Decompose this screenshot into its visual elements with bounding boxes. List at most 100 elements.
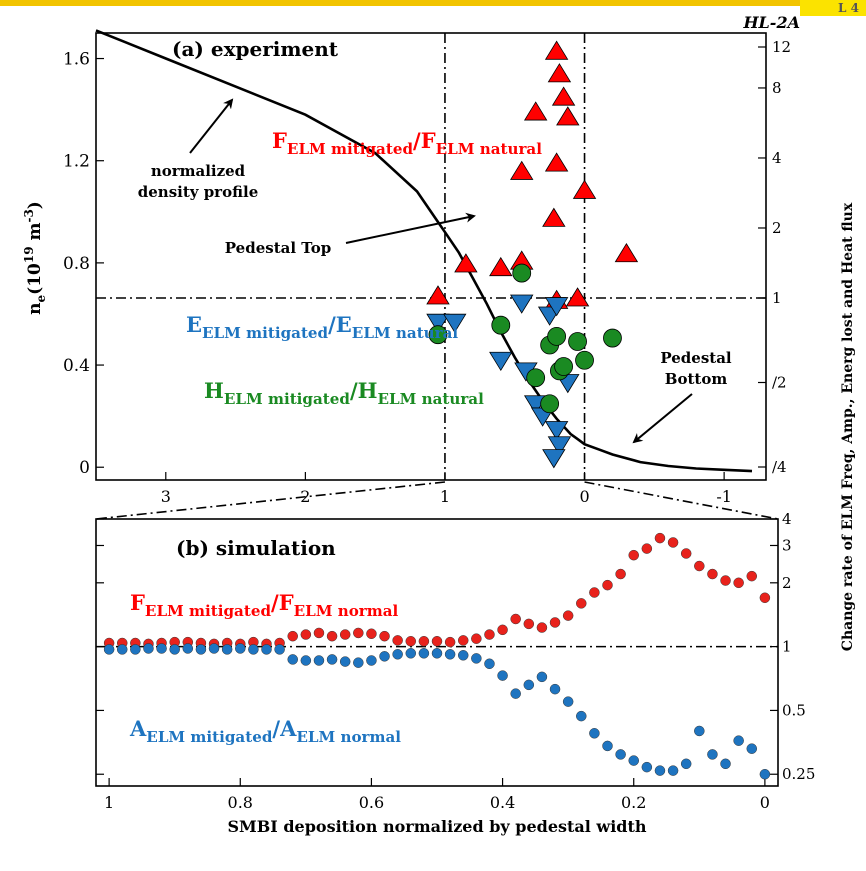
bottom-tick-label-b: 0.8 bbox=[228, 793, 253, 812]
point-f-ratio-sim bbox=[576, 598, 587, 609]
point-h-ratio bbox=[568, 332, 587, 351]
point-a-ratio-sim bbox=[169, 644, 180, 655]
bottom-tick-label-a: 1 bbox=[440, 487, 450, 506]
left-tick-label-a: 0.8 bbox=[63, 254, 90, 274]
point-a-ratio-sim bbox=[379, 651, 390, 662]
point-a-ratio-sim bbox=[405, 648, 417, 659]
point-f-ratio-sim bbox=[444, 636, 456, 648]
annotation-pedestal: Pedestal bbox=[660, 349, 732, 367]
point-f-ratio-sim bbox=[733, 577, 744, 589]
point-f-ratio-sim bbox=[313, 627, 325, 639]
point-f-ratio bbox=[542, 207, 566, 227]
point-f-ratio-sim bbox=[562, 610, 574, 621]
point-a-ratio-sim bbox=[248, 644, 259, 655]
zoom-line-right bbox=[584, 481, 779, 520]
point-a-ratio-sim bbox=[694, 725, 705, 737]
zoom-connector-lines bbox=[95, 481, 779, 520]
point-a-ratio-sim bbox=[274, 644, 285, 655]
point-f-ratio-sim bbox=[694, 560, 705, 572]
point-a-ratio-sim bbox=[576, 710, 587, 722]
point-f-ratio bbox=[510, 160, 534, 180]
point-e-ratio bbox=[544, 421, 569, 441]
point-f-ratio bbox=[547, 63, 572, 83]
point-f-ratio-sim bbox=[510, 613, 521, 625]
point-a-ratio-sim bbox=[287, 654, 298, 665]
annotation-pedestal-top: Pedestal Top bbox=[225, 239, 331, 257]
point-a-ratio-sim bbox=[195, 644, 207, 655]
point-a-ratio-sim bbox=[457, 650, 469, 661]
point-f-ratio-sim bbox=[418, 636, 430, 647]
bottom-tick-label-b: 0 bbox=[760, 793, 770, 812]
point-a-ratio-sim bbox=[353, 657, 364, 668]
axes-frame-a bbox=[95, 32, 767, 481]
bottom-tick-label-b: 1 bbox=[104, 793, 114, 812]
point-a-ratio-sim bbox=[536, 671, 548, 683]
bottom-tick-label-a: -1 bbox=[716, 487, 732, 506]
point-a-ratio-sim bbox=[746, 743, 758, 754]
point-a-ratio-sim bbox=[523, 679, 535, 691]
bottom-tick-label-b: 0.6 bbox=[359, 793, 384, 812]
annotation-density-profile: density profile bbox=[138, 183, 259, 201]
right-tick-label-b: 2 bbox=[782, 574, 792, 592]
point-f-ratio-sim bbox=[366, 628, 377, 640]
point-a-ratio-sim bbox=[628, 755, 639, 766]
point-a-ratio-sim bbox=[130, 644, 141, 655]
right-tick-label-a: /4 bbox=[772, 458, 787, 476]
point-a-ratio-sim bbox=[562, 696, 574, 707]
point-a-ratio-sim bbox=[300, 655, 312, 666]
point-f-ratio-sim bbox=[602, 579, 613, 591]
annotation-normalized: normalized bbox=[151, 162, 246, 180]
point-a-ratio-sim bbox=[156, 643, 167, 654]
point-a-ratio-sim bbox=[431, 648, 443, 659]
point-h-ratio bbox=[512, 263, 532, 283]
axes-frame-b bbox=[95, 518, 779, 787]
right-tick-label-a: 4 bbox=[772, 149, 782, 167]
point-a-ratio-sim bbox=[497, 670, 508, 681]
point-f-ratio bbox=[544, 40, 569, 60]
hl2a-badge: HL-2A bbox=[742, 13, 800, 32]
legend-f-ratio-b: FELM mitigated/FELM normal bbox=[130, 590, 399, 620]
point-f-ratio bbox=[565, 287, 590, 307]
point-h-ratio bbox=[575, 350, 594, 370]
point-f-ratio-sim bbox=[549, 617, 561, 628]
point-a-ratio-sim bbox=[366, 655, 377, 666]
point-f-ratio-sim bbox=[484, 629, 495, 640]
point-a-ratio-sim bbox=[339, 656, 351, 667]
legend-f-ratio-a: FELM mitigated/FELM natural bbox=[272, 128, 542, 158]
point-f-ratio-sim bbox=[654, 532, 666, 544]
point-f-ratio-sim bbox=[707, 568, 718, 580]
right-tick-label-a: 2 bbox=[772, 219, 782, 237]
annotation-bottom: Bottom bbox=[665, 370, 728, 388]
point-a-ratio-sim bbox=[261, 644, 272, 655]
left-tick-label-a: 1.6 bbox=[63, 50, 90, 70]
point-a-ratio-sim bbox=[615, 749, 626, 760]
point-f-ratio-sim bbox=[746, 570, 758, 582]
bottom-tick-label-b: 0.2 bbox=[621, 793, 646, 812]
point-e-ratio bbox=[547, 436, 572, 456]
right-tick-label-b: 1 bbox=[782, 638, 792, 656]
point-h-ratio bbox=[540, 394, 560, 414]
point-f-ratio bbox=[556, 106, 580, 126]
point-f-ratio bbox=[454, 253, 478, 273]
point-a-ratio-sim bbox=[444, 649, 456, 660]
legend-h-ratio-a: HELM mitigated/HELM natural bbox=[204, 378, 484, 408]
point-f-ratio bbox=[572, 179, 597, 199]
point-f-ratio bbox=[489, 256, 513, 277]
point-h-ratio bbox=[491, 315, 511, 335]
panel-label-a: (a) experiment bbox=[172, 37, 339, 61]
legend-e-ratio-a: EELM mitigated/EELM natural bbox=[186, 312, 458, 342]
point-a-ratio-sim bbox=[641, 761, 653, 773]
arrow-pedestal-top bbox=[345, 212, 476, 244]
point-f-ratio-sim bbox=[680, 548, 692, 559]
point-a-ratio-sim bbox=[602, 740, 613, 752]
point-a-ratio-sim bbox=[720, 758, 731, 770]
right-tick-label-a: 12 bbox=[772, 38, 791, 56]
point-e-ratio bbox=[544, 297, 569, 317]
point-f-ratio bbox=[614, 242, 639, 263]
point-a-ratio-sim bbox=[326, 654, 338, 665]
point-f-ratio-sim bbox=[536, 622, 548, 633]
left-tick-label-a: 0.4 bbox=[63, 356, 90, 376]
panel-label-b: (b) simulation bbox=[176, 536, 336, 560]
right-tick-label-a: 1 bbox=[772, 289, 782, 307]
